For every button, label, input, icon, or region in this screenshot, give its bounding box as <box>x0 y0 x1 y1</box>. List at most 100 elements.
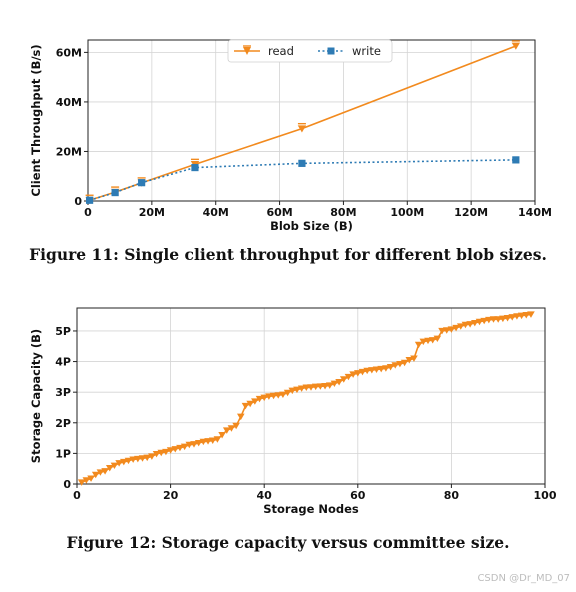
throughput-chart: 0 20M 40M 60M 80M 100M 120M 140M020M40M60MBlob … <box>29 39 552 233</box>
data-point-triangle <box>400 359 409 367</box>
data-point-square <box>298 159 306 167</box>
x-axis-label: Storage Nodes <box>263 502 359 516</box>
data-point-triangle <box>419 338 428 346</box>
data-point-triangle <box>302 384 311 392</box>
y-tick-label: 4P <box>55 356 71 369</box>
data-point-triangle <box>213 436 222 443</box>
data-point-triangle <box>222 427 231 434</box>
legend-write-marker <box>327 47 335 55</box>
data-point-triangle <box>293 386 301 394</box>
data-point-triangle <box>190 441 198 448</box>
data-point-triangle <box>105 465 114 472</box>
data-point-triangle <box>522 312 531 319</box>
data-point-triangle <box>157 449 166 457</box>
y-tick-label: 1P <box>55 447 71 460</box>
data-point-triangle <box>241 402 250 410</box>
y-tick-label: 5P <box>55 325 71 338</box>
x-tick-label: 80M <box>330 206 356 219</box>
data-point-triangle <box>442 327 451 334</box>
data-point-triangle <box>185 441 194 449</box>
data-point-triangle <box>386 364 395 371</box>
watermark: CSDN @Dr_MD_07 <box>477 573 570 584</box>
y-tick-label: 20M <box>56 145 82 158</box>
x-tick-label: 80 <box>444 489 460 502</box>
x-tick-label: 20 <box>163 489 179 502</box>
data-point-triangle <box>311 383 320 391</box>
data-point-triangle <box>237 413 245 421</box>
data-point-triangle <box>124 457 133 465</box>
x-axis-label: Blob Size (B) <box>270 219 353 233</box>
y-axis-label: Storage Capacity (B) <box>29 329 43 463</box>
data-point-triangle <box>148 453 156 460</box>
data-point-square <box>85 196 94 204</box>
figure-11-caption: Figure 11: Single client throughput for … <box>29 245 547 264</box>
data-point-triangle <box>171 446 180 453</box>
y-tick-label: 0 <box>63 478 71 491</box>
data-point-triangle <box>494 316 502 323</box>
data-point-triangle <box>485 316 493 324</box>
data-point-square <box>512 156 520 164</box>
data-point-triangle <box>138 455 147 462</box>
data-point-triangle <box>480 317 488 325</box>
data-point-triangle <box>110 462 119 470</box>
data-point-triangle <box>143 454 151 462</box>
data-point-triangle <box>227 425 236 432</box>
data-point-triangle <box>527 311 535 318</box>
y-axis-label: Client Throughput (B/s) <box>29 44 43 196</box>
data-point-triangle <box>368 367 376 374</box>
data-point-triangle <box>410 355 418 362</box>
x-tick-label: 140M <box>518 206 552 219</box>
data-point-triangle <box>503 315 512 322</box>
data-point-triangle <box>96 469 105 476</box>
x-tick-label: 100 <box>534 489 557 502</box>
data-point-triangle <box>274 392 283 399</box>
data-point-triangle <box>218 431 226 439</box>
series-line <box>89 159 516 202</box>
data-point-triangle <box>428 337 437 344</box>
x-tick-label: 40M <box>203 206 229 219</box>
data-point-triangle <box>513 313 521 320</box>
data-point-triangle <box>339 376 348 383</box>
data-point-triangle <box>452 324 460 332</box>
data-point-triangle <box>269 392 278 400</box>
y-tick-label: 0 <box>74 195 82 208</box>
data-point-triangle <box>204 438 212 445</box>
data-point-triangle <box>363 367 371 375</box>
data-point-triangle <box>377 365 385 373</box>
data-point-triangle <box>499 315 507 323</box>
data-point-triangle <box>405 356 414 364</box>
data-point-triangle <box>152 450 161 458</box>
data-point-triangle <box>120 458 128 466</box>
data-point-triangle <box>447 326 456 333</box>
x-tick-label: 100M <box>390 206 424 219</box>
data-point-triangle <box>77 479 86 486</box>
plot-frame <box>76 307 546 485</box>
data-point-triangle <box>508 314 517 321</box>
x-tick-label: 60 <box>350 489 366 502</box>
data-point-triangle <box>115 460 123 467</box>
data-point-triangle <box>255 395 264 403</box>
data-point-triangle <box>461 321 470 329</box>
data-point-triangle <box>466 321 474 328</box>
data-point-triangle <box>101 468 109 475</box>
capacity-chart: 0 20 40 60 80 100 0 1P 2P 3P 4P 5P Storage Nodes Stor… <box>29 307 557 516</box>
data-point-triangle <box>321 383 329 390</box>
y-tick-label: 3P <box>55 386 71 399</box>
data-point-triangle <box>166 447 175 454</box>
data-point-triangle <box>91 471 100 479</box>
data-point-triangle <box>180 443 189 451</box>
data-point-triangle <box>349 371 357 378</box>
data-point-triangle <box>199 438 208 446</box>
figure-12-caption: Figure 12: Storage capacity versus commi… <box>66 533 510 552</box>
data-point-triangle <box>297 385 306 392</box>
x-tick-label: 20M <box>139 206 165 219</box>
data-point-triangle <box>344 373 353 381</box>
data-point-triangle <box>129 456 137 463</box>
x-tick-label: 0 <box>73 489 81 502</box>
data-point-triangle <box>307 384 315 391</box>
legend-read-label: read <box>268 44 294 58</box>
data-point-triangle <box>297 125 307 133</box>
data-point-triangle <box>288 387 297 395</box>
data-point-triangle <box>475 318 484 326</box>
data-point-square <box>191 163 199 172</box>
